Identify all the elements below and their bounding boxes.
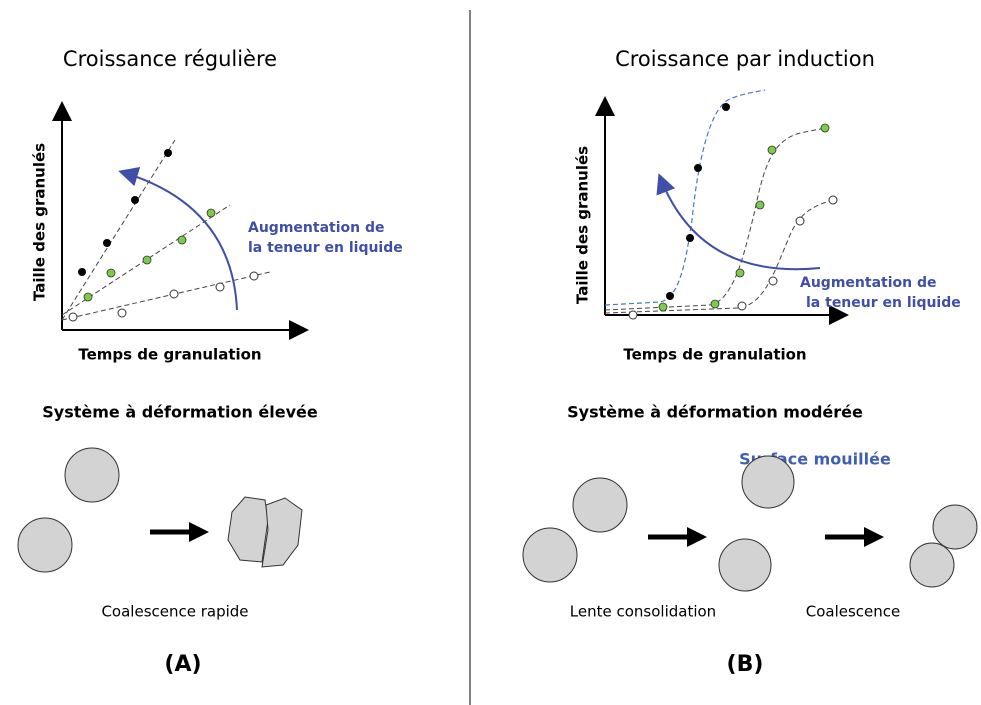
shape [768, 276, 778, 286]
shape [522, 527, 578, 583]
shape [572, 477, 628, 533]
process-label: Coalescence rapide [101, 603, 248, 621]
shape [767, 145, 777, 155]
shape [215, 282, 225, 292]
shape [103, 239, 111, 247]
shape [261, 497, 303, 568]
x-axis-label: Temps de granulation [78, 346, 261, 364]
shape [227, 496, 269, 563]
panel-a: Croissance régulière Taille des granulés… [17, 47, 403, 677]
shape [795, 216, 805, 226]
y-axis-label: Taille des granulés [31, 143, 49, 301]
shape [169, 289, 179, 299]
arrow-label: la teneur en liquide [248, 240, 403, 256]
shape [741, 455, 795, 509]
shape [142, 255, 152, 265]
shape [64, 447, 120, 503]
shape [735, 268, 745, 278]
process-label: Lente consolidation [570, 603, 716, 621]
shape [106, 268, 116, 278]
shape [78, 268, 86, 276]
arrow-label: Augmentation de [248, 220, 384, 236]
y-axis-label: Taille des granulés [574, 146, 592, 304]
shape [83, 292, 93, 302]
shape [932, 504, 978, 550]
title: Croissance par induction [615, 47, 875, 71]
shape [604, 127, 826, 311]
panel-label: (B) [727, 652, 764, 677]
shape [755, 200, 765, 210]
process-label: Coalescence [806, 603, 901, 621]
shape [722, 103, 730, 111]
shape [17, 517, 73, 573]
curves [604, 89, 838, 320]
shape [628, 310, 638, 320]
shape [694, 164, 702, 172]
shape [828, 195, 838, 205]
shape [718, 538, 772, 592]
shape [177, 235, 187, 245]
shape [656, 173, 821, 271]
shape [737, 301, 747, 311]
shape [710, 299, 720, 309]
arrow-label: la teneur en liquide [806, 295, 961, 311]
shape [118, 167, 238, 311]
shape [686, 234, 694, 242]
shape [164, 149, 172, 157]
system-label: Système à déformation modérée [567, 403, 863, 422]
shape [604, 199, 834, 314]
shape [909, 542, 955, 588]
panel-b: Croissance par induction Taille des gran… [522, 47, 978, 677]
x-axis-label: Temps de granulation [623, 346, 806, 364]
shape [61, 139, 176, 321]
panel-label: (A) [164, 652, 201, 677]
shape [68, 312, 78, 322]
title: Croissance régulière [63, 47, 277, 71]
shape [206, 208, 216, 218]
curves [61, 139, 271, 322]
shape [604, 89, 766, 306]
shape [117, 308, 127, 318]
shape [820, 123, 830, 133]
arrow-label: Augmentation de [800, 275, 936, 291]
shape [666, 292, 674, 300]
shape [658, 302, 668, 312]
shape [61, 271, 271, 321]
shape [249, 271, 259, 281]
system-label: Système à déformation élevée [42, 403, 318, 422]
shape [131, 196, 139, 204]
